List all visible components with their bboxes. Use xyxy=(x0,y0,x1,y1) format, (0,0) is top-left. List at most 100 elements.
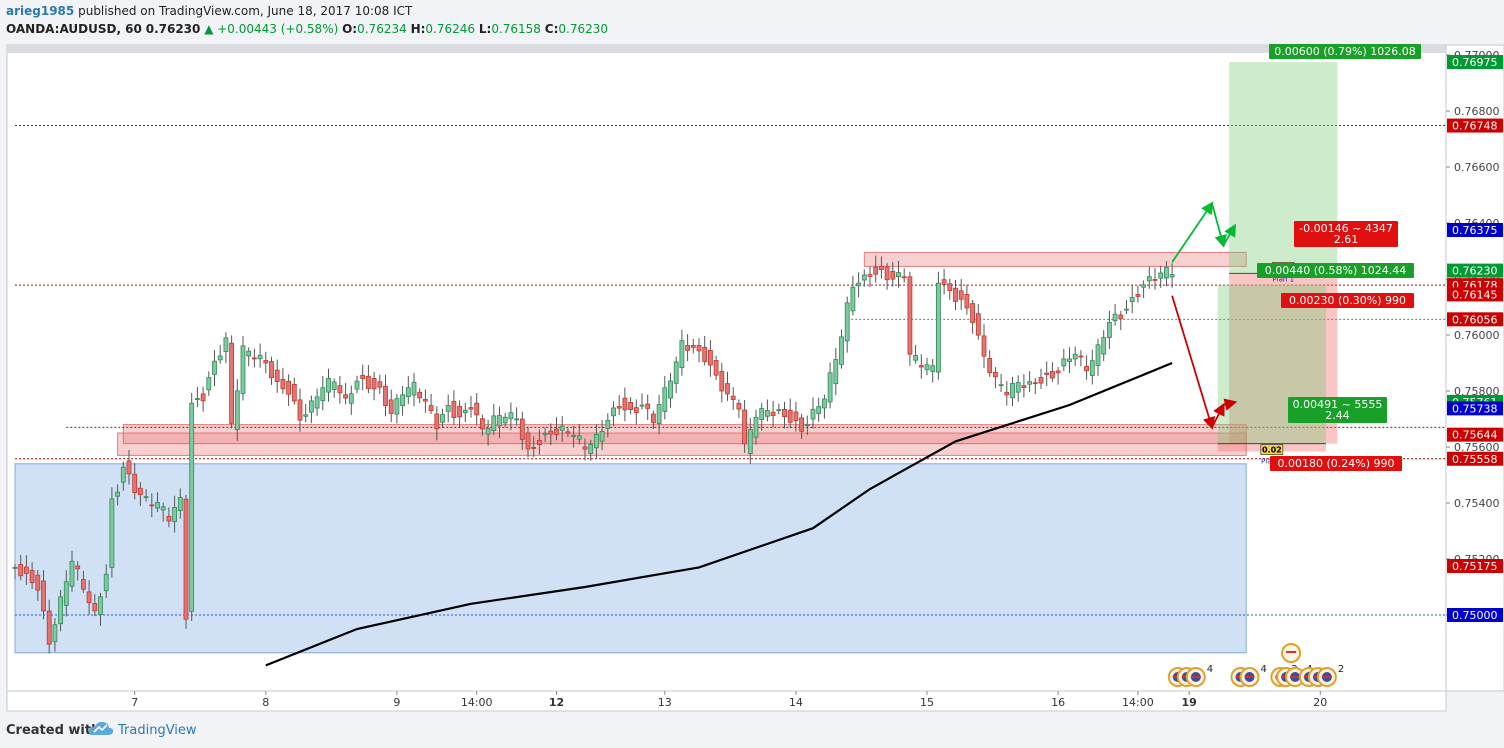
candle[interactable] xyxy=(98,592,103,626)
candle[interactable] xyxy=(924,357,930,376)
candle[interactable] xyxy=(1072,346,1078,367)
candle[interactable] xyxy=(936,271,941,380)
candle[interactable] xyxy=(194,386,200,408)
candle[interactable] xyxy=(970,300,975,334)
candle[interactable] xyxy=(120,461,126,491)
candle[interactable] xyxy=(993,367,998,389)
arrow-up-path-seg[interactable] xyxy=(1222,223,1237,246)
candle[interactable] xyxy=(1061,348,1067,372)
price-label[interactable]: 0.75175 xyxy=(1447,559,1503,573)
candle[interactable] xyxy=(29,562,35,590)
candle[interactable] xyxy=(799,413,804,440)
candle[interactable] xyxy=(519,411,525,451)
candle[interactable] xyxy=(326,368,331,402)
candle[interactable] xyxy=(149,493,155,518)
candle[interactable] xyxy=(166,507,172,528)
candle[interactable] xyxy=(320,375,326,411)
candle[interactable] xyxy=(787,398,793,429)
candle[interactable] xyxy=(770,401,776,428)
moving-average-line[interactable] xyxy=(265,361,1173,667)
candle[interactable] xyxy=(377,374,383,394)
price-label[interactable]: 0.76145 xyxy=(1447,287,1503,302)
candle[interactable] xyxy=(1124,300,1129,314)
candle[interactable] xyxy=(1089,349,1095,385)
candle[interactable] xyxy=(930,359,936,383)
candle[interactable] xyxy=(132,463,138,500)
candle[interactable] xyxy=(662,376,668,420)
candle[interactable] xyxy=(839,329,844,369)
candle[interactable] xyxy=(765,399,770,422)
label-long2-target[interactable]: 0.00230 (0.30%) 990 xyxy=(1281,293,1414,308)
candle[interactable] xyxy=(183,494,189,629)
candle[interactable] xyxy=(668,372,673,408)
candle[interactable] xyxy=(1146,266,1152,289)
candle[interactable] xyxy=(879,256,884,279)
candle[interactable] xyxy=(622,387,628,422)
candle[interactable] xyxy=(1027,371,1032,393)
price-label[interactable]: 0.75558 xyxy=(1447,451,1503,466)
price-label[interactable]: 0.76975 xyxy=(1447,55,1503,69)
candle[interactable] xyxy=(360,364,366,391)
candle[interactable] xyxy=(137,482,143,507)
price-label[interactable]: 0.76056 xyxy=(1447,312,1503,327)
candle[interactable] xyxy=(742,399,747,453)
candle[interactable] xyxy=(411,372,417,407)
candle[interactable] xyxy=(502,412,508,428)
candle[interactable] xyxy=(856,272,861,298)
candle[interactable] xyxy=(46,599,52,654)
candle[interactable] xyxy=(422,389,428,413)
candle[interactable] xyxy=(782,401,787,429)
candle[interactable] xyxy=(1038,368,1044,389)
candle[interactable] xyxy=(81,570,86,593)
candle[interactable] xyxy=(52,618,58,652)
candle[interactable] xyxy=(907,271,913,366)
candle[interactable] xyxy=(1112,304,1118,326)
candle[interactable] xyxy=(998,373,1004,393)
candle[interactable] xyxy=(417,388,423,404)
candle[interactable] xyxy=(217,345,223,364)
candle[interactable] xyxy=(1158,265,1164,288)
candle[interactable] xyxy=(918,354,924,379)
zone-red-3[interactable] xyxy=(863,251,1247,267)
candle[interactable] xyxy=(1050,362,1055,382)
price-label[interactable]: 0.75644 xyxy=(1447,427,1503,442)
candle[interactable] xyxy=(1169,263,1175,288)
candle[interactable] xyxy=(497,406,502,438)
candle[interactable] xyxy=(708,340,713,377)
candle[interactable] xyxy=(565,428,571,437)
candle[interactable] xyxy=(890,261,896,287)
arrow-up-path-seg[interactable] xyxy=(1211,203,1227,248)
candle[interactable] xyxy=(639,393,645,410)
candle[interactable] xyxy=(605,413,611,438)
candle[interactable] xyxy=(656,394,662,435)
candle[interactable] xyxy=(953,279,958,310)
candle[interactable] xyxy=(303,404,309,423)
candle[interactable] xyxy=(371,371,377,401)
candle[interactable] xyxy=(793,401,799,432)
candle[interactable] xyxy=(702,335,708,366)
candle[interactable] xyxy=(633,399,639,425)
candle[interactable] xyxy=(468,396,474,418)
candle[interactable] xyxy=(189,393,195,622)
candle[interactable] xyxy=(451,390,457,426)
candle[interactable] xyxy=(1004,381,1010,406)
candle[interactable] xyxy=(736,399,742,418)
candle[interactable] xyxy=(554,417,559,441)
candle[interactable] xyxy=(725,371,730,401)
candle[interactable] xyxy=(804,415,810,435)
candle[interactable] xyxy=(308,395,314,424)
candle[interactable] xyxy=(1129,285,1135,314)
candle[interactable] xyxy=(445,394,451,423)
arrow-down-path-seg[interactable] xyxy=(1211,402,1225,428)
candle[interactable] xyxy=(434,406,440,441)
candle[interactable] xyxy=(23,555,29,585)
candle[interactable] xyxy=(1010,376,1015,406)
candle[interactable] xyxy=(200,386,206,412)
candle[interactable] xyxy=(92,594,98,617)
candle[interactable] xyxy=(1095,338,1101,376)
candle[interactable] xyxy=(297,388,303,432)
candle[interactable] xyxy=(86,580,92,615)
candle[interactable] xyxy=(833,348,839,396)
candle[interactable] xyxy=(964,284,970,315)
